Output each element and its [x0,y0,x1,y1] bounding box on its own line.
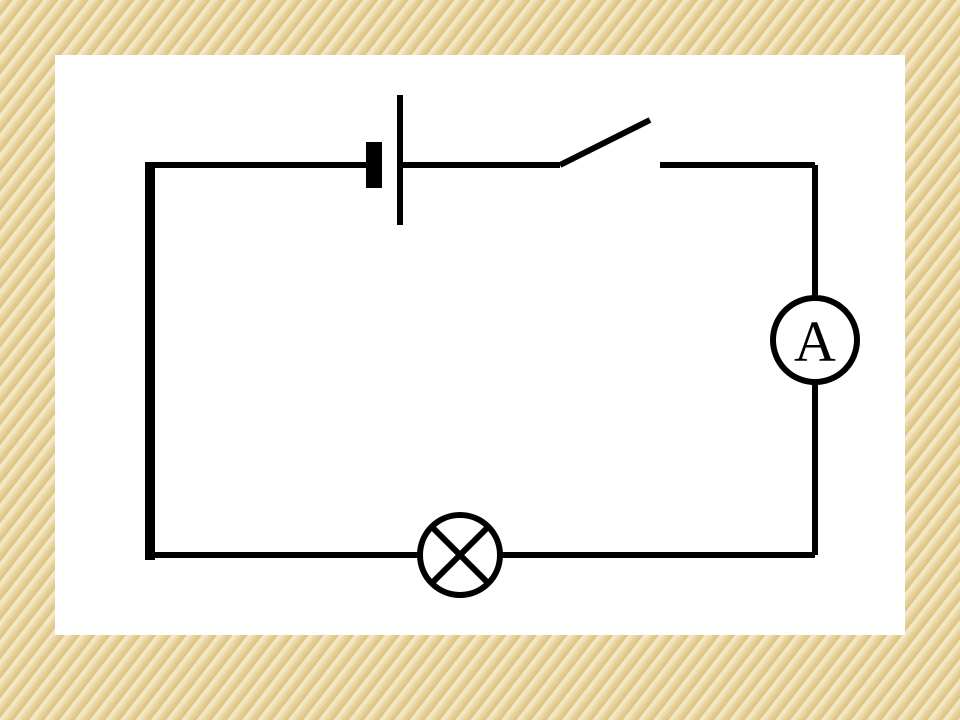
diagram-canvas: A [0,0,960,720]
switch-lever [560,120,650,165]
ammeter-label: A [794,313,836,371]
